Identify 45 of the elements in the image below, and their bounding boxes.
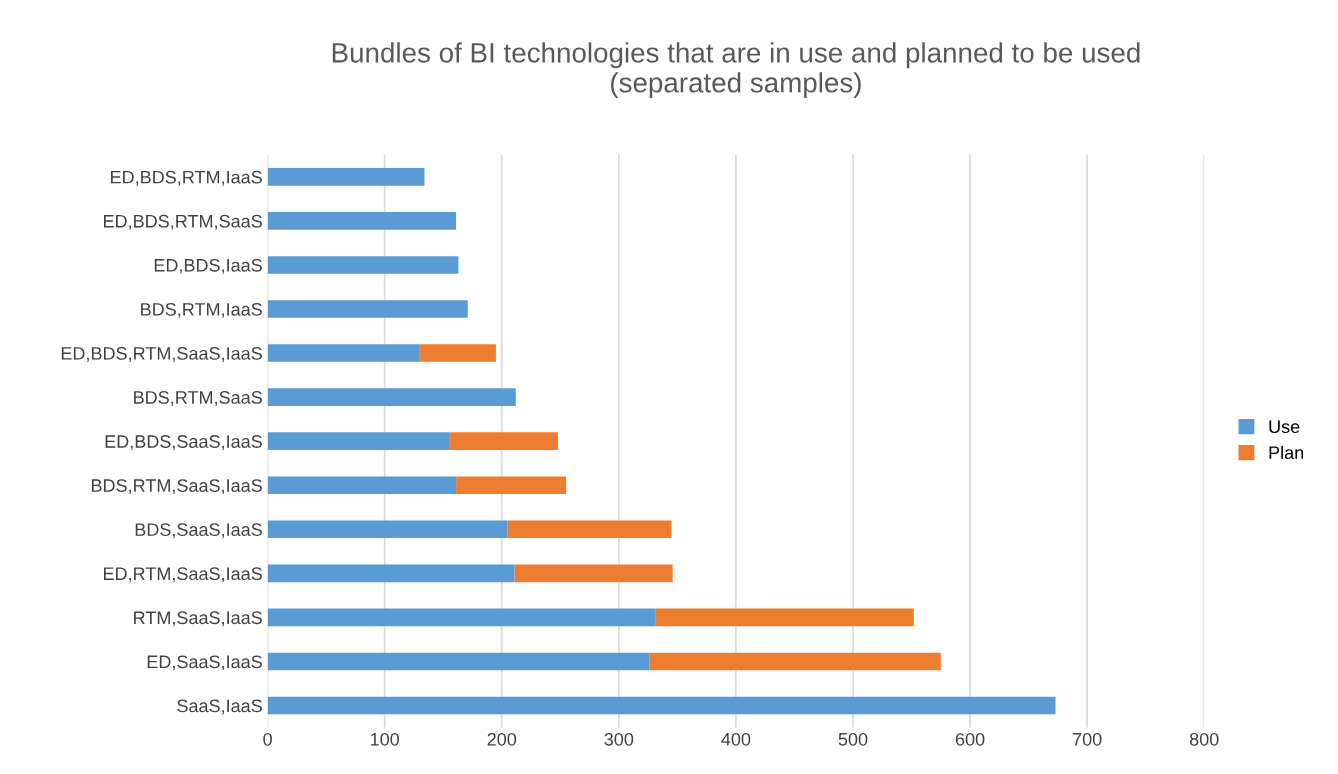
- x-tick-label: 100: [370, 732, 400, 746]
- x-tick-label: 300: [604, 732, 634, 746]
- x-tick-label: 0: [263, 732, 272, 746]
- bar: [267, 256, 459, 274]
- y-tick-label: BDS,RTM,IaaS: [141, 302, 262, 318]
- y-tick-label: ED,SaaS,IaaS: [147, 655, 262, 671]
- x-tick-label: 600: [955, 732, 985, 746]
- bar: [449, 432, 558, 450]
- y-tick-label: BDS,SaaS,IaaS: [135, 523, 262, 539]
- bar: [267, 388, 516, 406]
- bar: [267, 344, 420, 362]
- x-tick-label: 400: [721, 732, 751, 746]
- x-tick-label: 700: [1072, 732, 1102, 746]
- y-tick-label: ED,BDS,RTM,SaaS,IaaS: [61, 347, 262, 362]
- bar: [649, 652, 941, 671]
- bar: [267, 168, 425, 186]
- bar: [419, 344, 496, 362]
- y-tick-label: ED,BDS,SaaS,IaaS: [105, 435, 262, 451]
- y-tick-label: ED,BDS,RTM,SaaS: [104, 214, 262, 230]
- bar: [267, 652, 650, 671]
- bar: [267, 300, 468, 318]
- bar: [267, 432, 450, 450]
- legend-label: Plan: [1269, 445, 1304, 460]
- bar: [456, 476, 567, 495]
- y-tick-label: SaaS,IaaS: [177, 699, 262, 715]
- x-tick-label: 800: [1189, 732, 1219, 746]
- y-tick-label: ED,BDS,IaaS: [154, 258, 262, 274]
- bar: [267, 520, 508, 539]
- bar: [267, 608, 656, 627]
- bar: [267, 564, 515, 583]
- y-tick-label: ED,RTM,SaaS,IaaS: [103, 567, 262, 583]
- bar: [267, 696, 1056, 715]
- y-tick-label: ED,BDS,RTM,IaaS: [111, 170, 262, 186]
- x-tick-label: 500: [838, 732, 868, 746]
- legend-label: Use: [1269, 420, 1300, 434]
- y-tick-label: BDS,RTM,SaaS: [134, 391, 262, 406]
- x-tick-label: 200: [487, 732, 517, 746]
- chart-title: Bundles of BI technologies that are in use and planned to be used (separated samples): [332, 42, 1140, 99]
- y-tick-label: BDS,RTM,SaaS,IaaS: [91, 479, 262, 495]
- bar: [267, 476, 457, 495]
- bar: [514, 564, 673, 583]
- bar: [267, 212, 457, 230]
- bar: [507, 520, 672, 539]
- bar: [655, 608, 914, 627]
- y-tick-label: RTM,SaaS,IaaS: [134, 611, 262, 627]
